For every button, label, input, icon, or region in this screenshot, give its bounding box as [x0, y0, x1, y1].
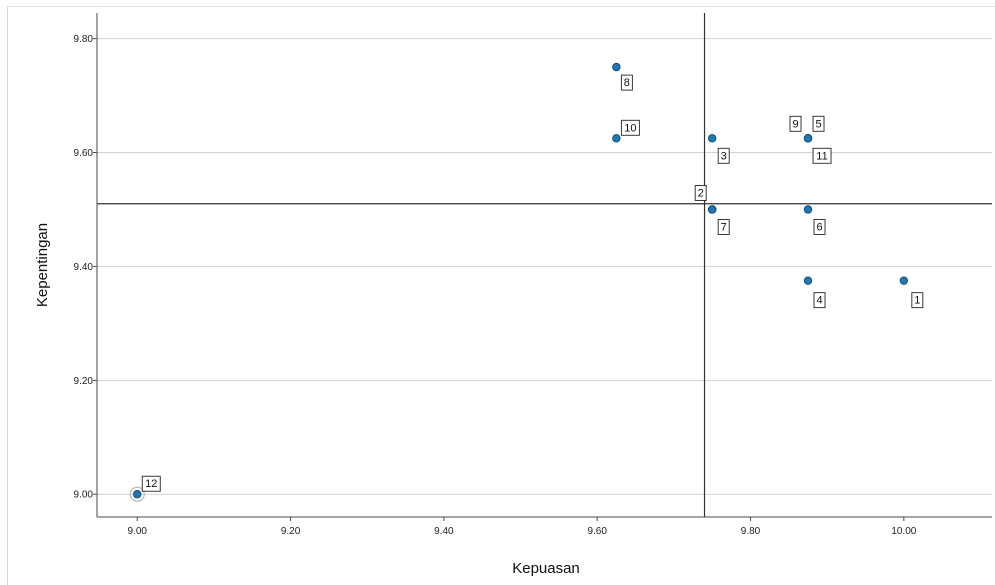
point-label-box	[813, 219, 826, 235]
x-tick-label: 9.20	[281, 526, 301, 537]
point-label: 5	[815, 118, 821, 130]
frame-top-border	[7, 6, 995, 7]
point-label: 9	[792, 118, 798, 130]
point-label: 6	[816, 221, 822, 233]
point-label: 8	[624, 77, 630, 89]
point-label: 12	[145, 478, 157, 490]
point-label-box	[812, 115, 825, 132]
data-point	[803, 276, 813, 285]
point-label: 2	[698, 187, 704, 199]
point-label-box	[694, 185, 707, 201]
y-tick-label: 9.20	[74, 376, 94, 387]
point-label: 1	[914, 295, 920, 307]
point-label: 4	[816, 295, 822, 307]
point-label: 3	[721, 150, 727, 162]
point-label-box	[911, 292, 924, 309]
y-tick-label: 9.40	[74, 262, 94, 273]
frame-left-border	[7, 6, 8, 585]
data-point	[803, 134, 813, 143]
y-tick-label: 9.00	[74, 490, 94, 501]
data-point	[707, 134, 717, 143]
x-tick-label: 9.00	[128, 526, 148, 537]
point-label-box	[620, 74, 633, 91]
grid-lines	[97, 38, 992, 495]
point-label-box	[717, 147, 730, 164]
data-point	[133, 490, 142, 499]
y-axis-title: Kepentingan	[34, 223, 51, 307]
point-label-box	[620, 119, 640, 136]
reference-lines	[97, 13, 992, 517]
data-points	[129, 62, 909, 502]
point-label-box	[813, 292, 826, 309]
tick-labels: 9.00 9.20 9.40 9.60 9.80 9.00 9.20 9.40 9.60 9.80…	[74, 34, 917, 537]
point-label: 11	[816, 150, 827, 162]
x-axis-title: Kepuasan	[512, 560, 580, 577]
data-point	[612, 134, 621, 143]
data-point	[899, 276, 909, 285]
axes	[93, 13, 992, 521]
x-tick-label: 9.80	[741, 526, 761, 537]
point-label: 10	[624, 122, 636, 134]
point-label: 7	[721, 221, 727, 233]
point-label-box	[789, 115, 802, 132]
x-tick-label: 9.40	[434, 526, 454, 537]
point-label-box	[812, 147, 832, 164]
point-highlight-ring	[129, 486, 145, 502]
x-tick-label: 9.60	[587, 526, 607, 537]
data-point	[612, 62, 621, 72]
point-label-box	[141, 475, 161, 492]
y-tick-label: 9.60	[74, 148, 94, 159]
data-point	[803, 205, 813, 214]
y-tick-label: 9.80	[74, 34, 94, 45]
data-point	[707, 205, 717, 214]
point-label-box	[717, 219, 730, 235]
x-tick-label: 10.00	[891, 526, 916, 537]
